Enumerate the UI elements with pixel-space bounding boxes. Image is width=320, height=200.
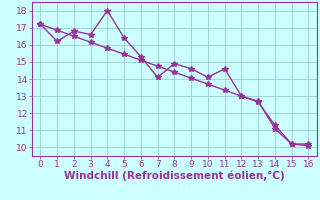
X-axis label: Windchill (Refroidissement éolien,°C): Windchill (Refroidissement éolien,°C) bbox=[64, 171, 285, 181]
